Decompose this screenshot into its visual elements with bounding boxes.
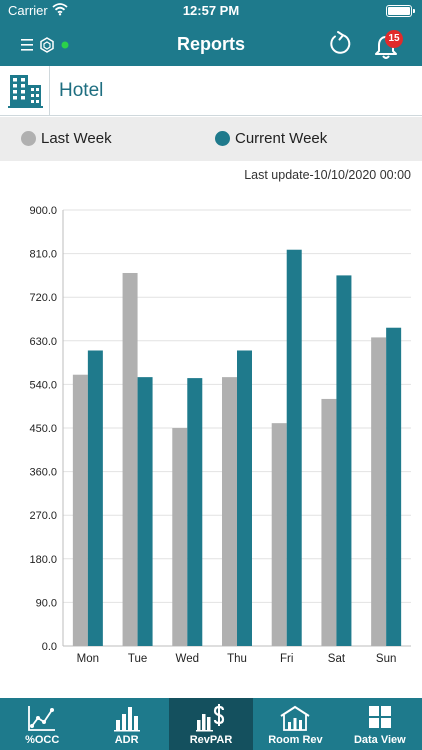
hotel-selector[interactable]: Hotel xyxy=(0,66,422,116)
tab-revpar[interactable]: RevPAR xyxy=(168,698,254,750)
tab-room-rev[interactable]: Room Rev xyxy=(253,698,337,750)
tab-label: %OCC xyxy=(25,734,60,746)
notifications-button[interactable]: 15 xyxy=(372,30,408,60)
bar-current-week xyxy=(386,327,402,646)
bar-chart-icon xyxy=(113,707,140,732)
menu-button[interactable] xyxy=(20,34,80,56)
legend-label: Last Week xyxy=(41,130,112,147)
tab-label: Room Rev xyxy=(268,734,323,746)
x-tick-label: Mon xyxy=(77,653,99,665)
x-tick-label: Wed xyxy=(176,653,199,665)
tab-adr[interactable]: ADR xyxy=(84,698,168,750)
x-tick-label: Sun xyxy=(376,653,396,665)
grid-icon xyxy=(368,706,391,728)
refresh-button[interactable] xyxy=(326,30,354,58)
clock: 12:57 PM xyxy=(182,3,240,18)
line-chart-icon xyxy=(28,706,56,731)
y-tick-label: 180.0 xyxy=(29,554,57,566)
menu-icon xyxy=(21,37,69,53)
x-tick-label: Thu xyxy=(227,653,247,665)
bar-current-week xyxy=(187,378,203,646)
dollar-bar-chart-icon xyxy=(196,704,225,732)
page-title: Reports xyxy=(176,34,245,54)
tab-label: RevPAR xyxy=(189,734,233,746)
legend-dot-icon xyxy=(21,131,36,146)
bar-last-week xyxy=(122,272,138,646)
y-tick-label: 900.0 xyxy=(29,205,57,217)
chart-legend: Last Week Current Week xyxy=(0,117,422,161)
tab-label: Data View xyxy=(353,734,406,746)
hotel-name: Hotel xyxy=(59,80,104,101)
y-tick-label: 720.0 xyxy=(29,292,57,304)
battery-icon xyxy=(386,5,415,17)
bar-last-week xyxy=(222,377,237,646)
bar-last-week xyxy=(321,398,337,646)
bar-last-week xyxy=(371,337,387,646)
wifi-icon xyxy=(52,3,68,16)
y-tick-label: 630.0 xyxy=(29,336,57,348)
bar-current-week xyxy=(286,249,302,647)
bar-current-week xyxy=(137,377,153,646)
y-tick-label: 90.0 xyxy=(36,597,57,609)
bar-last-week xyxy=(271,423,287,646)
bar-current-week xyxy=(87,350,103,646)
tab-label: ADR xyxy=(114,734,139,746)
bar-current-week xyxy=(237,350,252,646)
last-update-text: Last update-10/10/2020 00:00 xyxy=(244,168,411,182)
house-chart-icon xyxy=(280,705,310,731)
status-bar: Carrier 12:57 PM xyxy=(0,0,422,22)
x-tick-label: Tue xyxy=(128,653,147,665)
y-tick-label: 450.0 xyxy=(29,423,57,435)
bar-last-week xyxy=(172,428,188,646)
y-tick-label: 270.0 xyxy=(29,510,57,522)
x-tick-label: Sat xyxy=(328,653,346,665)
legend-current-week[interactable]: Current Week xyxy=(215,130,327,147)
carrier-label: Carrier xyxy=(8,3,48,18)
legend-label: Current Week xyxy=(235,130,328,147)
revpar-bar-chart: 0.0 90.0 180.0 270.0 360.0 450.0 540.0 630.0 720… xyxy=(29,205,411,665)
y-tick-label: 810.0 xyxy=(29,249,57,261)
nav-bar: Reports 15 xyxy=(0,22,422,66)
building-icon xyxy=(8,75,43,108)
notification-badge: 15 xyxy=(385,30,403,48)
tab-occ[interactable]: %OCC xyxy=(0,698,84,750)
tab-data-view[interactable]: Data View xyxy=(338,698,422,750)
y-tick-label: 360.0 xyxy=(29,467,57,479)
legend-last-week[interactable]: Last Week xyxy=(21,130,112,147)
bar-current-week xyxy=(336,275,352,646)
y-tick-label: 0.0 xyxy=(42,641,57,653)
legend-dot-icon xyxy=(215,131,230,146)
y-tick-label: 540.0 xyxy=(29,379,57,391)
bar-last-week xyxy=(72,374,88,646)
x-tick-label: Fri xyxy=(280,653,293,665)
refresh-icon xyxy=(330,31,351,54)
tab-bar: %OCC ADR RevPAR Room Rev xyxy=(0,698,422,750)
